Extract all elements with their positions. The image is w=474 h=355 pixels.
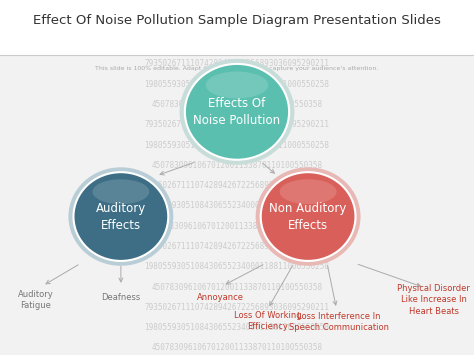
- Ellipse shape: [71, 170, 171, 263]
- Text: 4507830961067012001133870110100550358: 4507830961067012001133870110100550358: [151, 100, 323, 109]
- Text: 1980559305108430655234000118811000550258: 1980559305108430655234000118811000550258: [145, 201, 329, 211]
- Text: 1980559305108430655234000118811000550258: 1980559305108430655234000118811000550258: [145, 262, 329, 271]
- Text: Effect Of Noise Pollution Sample Diagram Presentation Slides: Effect Of Noise Pollution Sample Diagram…: [33, 15, 441, 27]
- Text: 1980559305108430655234000118811000550258: 1980559305108430655234000118811000550258: [145, 323, 329, 332]
- Ellipse shape: [182, 61, 292, 162]
- Text: Physical Disorder
Like Increase In
Heart Beats: Physical Disorder Like Increase In Heart…: [397, 284, 470, 316]
- Text: Annoyance: Annoyance: [197, 293, 244, 302]
- Ellipse shape: [92, 179, 149, 204]
- Text: This slide is 100% editable. Adapt it to your needs and capture your audience's : This slide is 100% editable. Adapt it to…: [95, 66, 379, 71]
- Ellipse shape: [261, 172, 356, 261]
- Text: 7935026711107428942672256893036095290211: 7935026711107428942672256893036095290211: [145, 120, 329, 129]
- Text: Loss Interference In
Speech Communication: Loss Interference In Speech Communicatio…: [289, 312, 389, 332]
- Text: 4507830961067012001133870110100550358: 4507830961067012001133870110100550358: [151, 222, 323, 231]
- Ellipse shape: [73, 172, 168, 261]
- Text: Loss Of Working
Efficiency: Loss Of Working Efficiency: [234, 311, 301, 331]
- Bar: [0, 0, 474, 55]
- Text: 4507830961067012001133870110100550358: 4507830961067012001133870110100550358: [151, 343, 323, 353]
- Text: 4507830961067012001133870110100550358: 4507830961067012001133870110100550358: [151, 161, 323, 170]
- Text: 7935026711107428942672256893036095290211: 7935026711107428942672256893036095290211: [145, 303, 329, 312]
- Text: 1980559305108430655234000118811000550258: 1980559305108430655234000118811000550258: [145, 80, 329, 89]
- Text: 4507830961067012001133870110100550358: 4507830961067012001133870110100550358: [151, 283, 323, 291]
- Text: Deafness: Deafness: [101, 293, 140, 302]
- Text: 7935026711107428942672256893036095290211: 7935026711107428942672256893036095290211: [145, 181, 329, 190]
- Text: Effects Of
Noise Pollution: Effects Of Noise Pollution: [193, 97, 281, 127]
- Text: 1980559305108430655234000118811000550258: 1980559305108430655234000118811000550258: [145, 141, 329, 149]
- Text: Auditory
Fatigue: Auditory Fatigue: [18, 290, 54, 310]
- Text: Non Auditory
Effects: Non Auditory Effects: [269, 202, 347, 231]
- Text: Auditory
Effects: Auditory Effects: [96, 202, 146, 231]
- Ellipse shape: [206, 72, 268, 98]
- Text: 7935026711107428942672256893036095290211: 7935026711107428942672256893036095290211: [145, 59, 329, 69]
- Text: 7935026711107428942672256893036095290211: 7935026711107428942672256893036095290211: [145, 242, 329, 251]
- Ellipse shape: [280, 179, 337, 204]
- Ellipse shape: [185, 64, 289, 160]
- Ellipse shape: [258, 170, 358, 263]
